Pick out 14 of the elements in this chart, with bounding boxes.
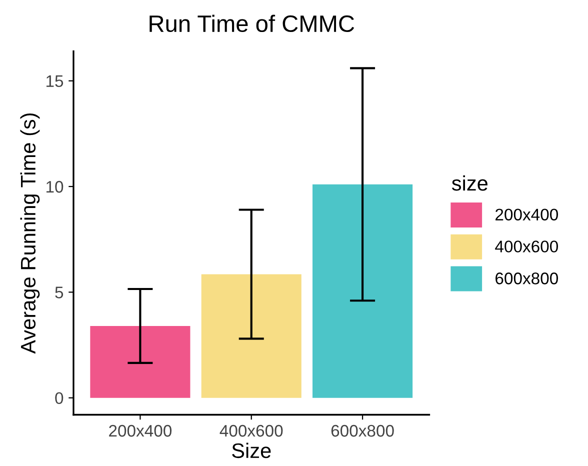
x-tick-label: 200x400	[109, 424, 172, 437]
x-axis-title: Size	[232, 442, 271, 458]
legend-label: 400x600	[495, 240, 558, 252]
legend-label: 200x400	[496, 208, 558, 220]
y-tick-label: 5	[55, 286, 64, 298]
x-tick-label: 400x600	[220, 424, 283, 437]
chart-title: Run Time of CMMC	[150, 14, 354, 32]
y-tick-label: 15	[46, 75, 64, 88]
x-tick-label: 600x800	[331, 424, 394, 437]
legend-label: 600x800	[496, 272, 558, 284]
y-tick-label: 10	[46, 180, 64, 193]
legend-title: size	[452, 175, 488, 191]
y-axis-title: Average Running Time (s)	[20, 113, 40, 354]
y-tick-label: 0	[55, 392, 64, 404]
